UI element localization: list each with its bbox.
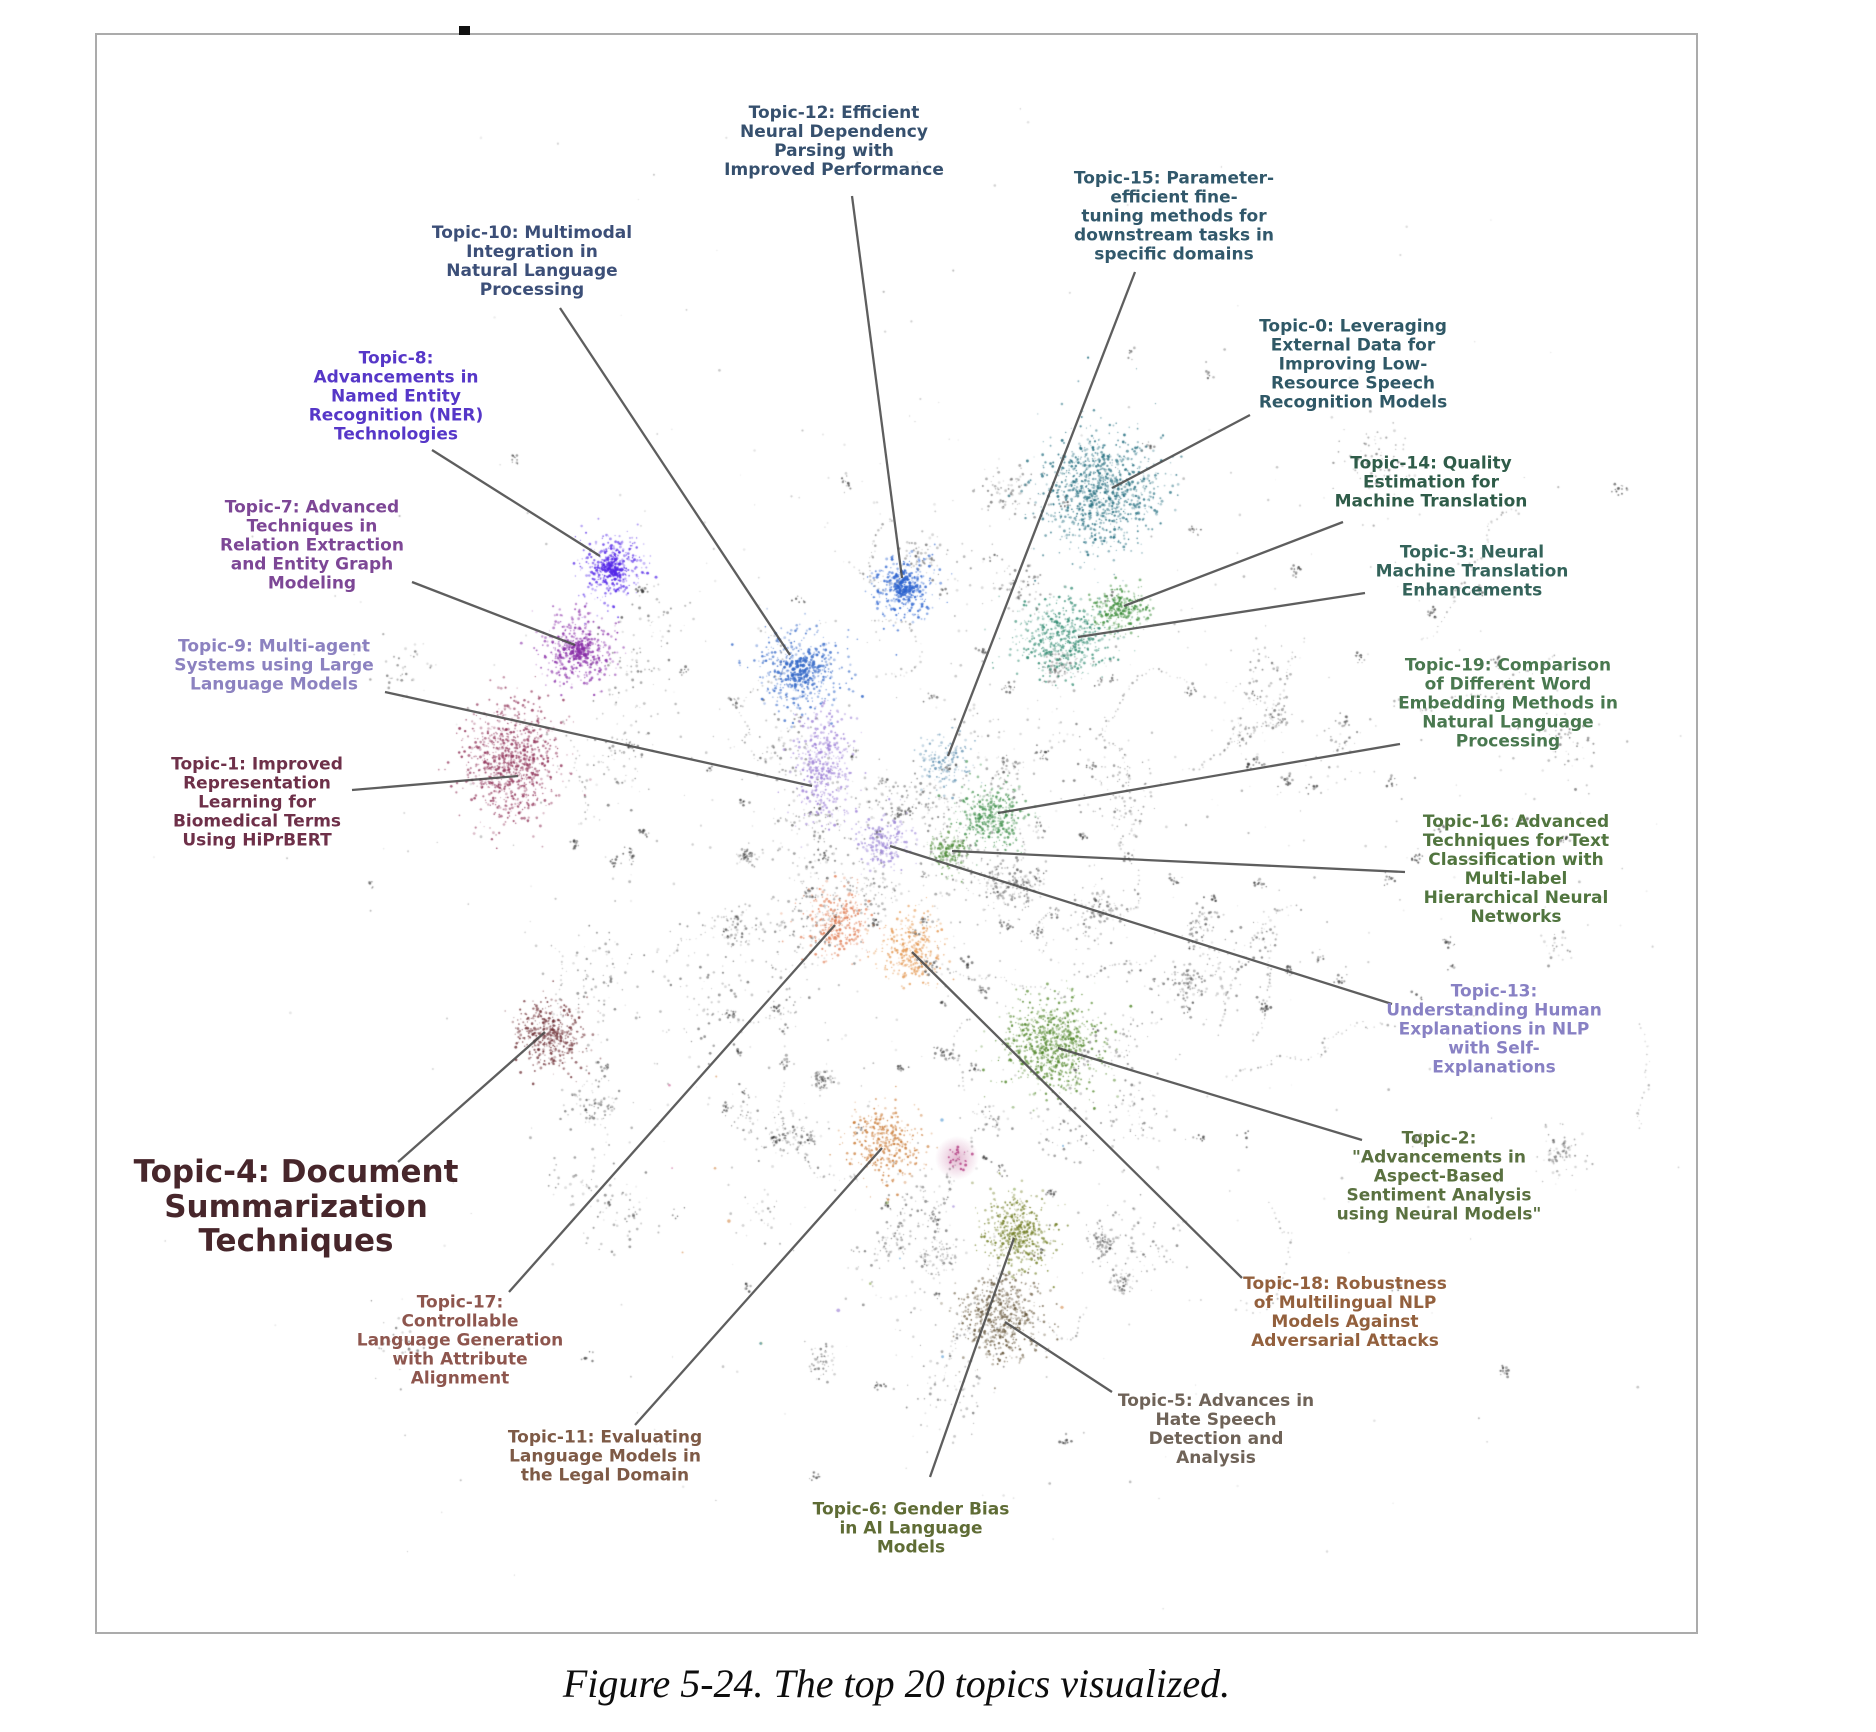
border-tick-mark bbox=[459, 26, 470, 35]
figure-caption: Figure 5-24. The top 20 topics visualize… bbox=[562, 1661, 1231, 1706]
